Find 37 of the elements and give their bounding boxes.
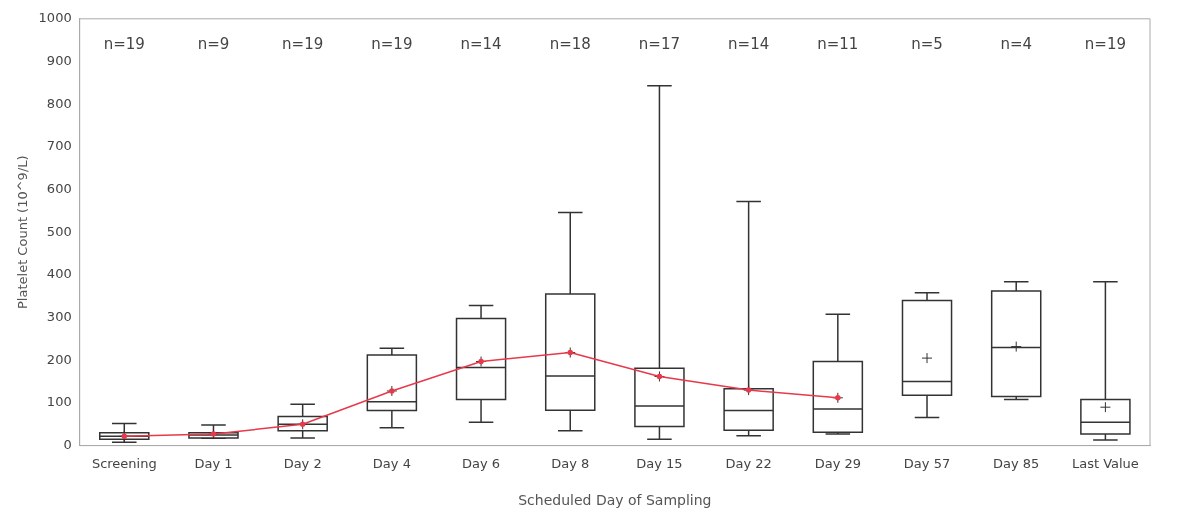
y-tick-label: 1000 [38,10,72,26]
y-tick-label: 400 [46,266,72,282]
x-tick-label: Day 1 [194,455,233,471]
annotation: n=9 [197,34,230,53]
y-tick-label: 300 [46,308,72,324]
x-tick-label: Day 85 [993,455,1040,471]
annotation: n=11 [817,34,859,53]
x-tick-label: Day 2 [283,455,322,471]
x-tick-label: Day 6 [462,455,501,471]
y-tick-label: 200 [46,351,72,367]
y-tick-label: 700 [46,138,72,154]
x-tick-label: Day 4 [372,455,411,471]
annotation: n=19 [1084,34,1126,53]
y-tick-label: 900 [46,52,72,68]
y-tick-label: 500 [46,223,72,239]
y-tick-label: 0 [63,436,72,452]
x-tick-label: Day 57 [903,455,951,471]
annotation: n=18 [549,34,591,53]
x-tick-label: Day 8 [551,455,590,471]
annotation: n=19 [282,34,324,53]
x-tick-label: Day 22 [725,455,772,471]
y-axis-title: Platelet Count (10^9/L) [15,155,31,309]
annotation: n=19 [371,34,413,53]
y-tick-label: 800 [46,95,72,111]
annotation: n=14 [460,34,502,53]
x-tick-label: Screening [91,455,157,471]
annotation: n=19 [103,34,145,53]
annotation: n=4 [1000,34,1033,53]
y-tick-label: 100 [46,394,72,410]
annotation: n=5 [911,34,943,53]
annotation: n=17 [638,34,681,53]
x-axis-title: Scheduled Day of Sampling [518,492,712,509]
y-tick-label: 600 [46,180,72,196]
annotation: n=14 [728,34,770,53]
x-tick-label: Last Value [1071,455,1139,471]
x-tick-label: Day 29 [814,455,861,471]
x-tick-label: Day 15 [636,455,683,471]
